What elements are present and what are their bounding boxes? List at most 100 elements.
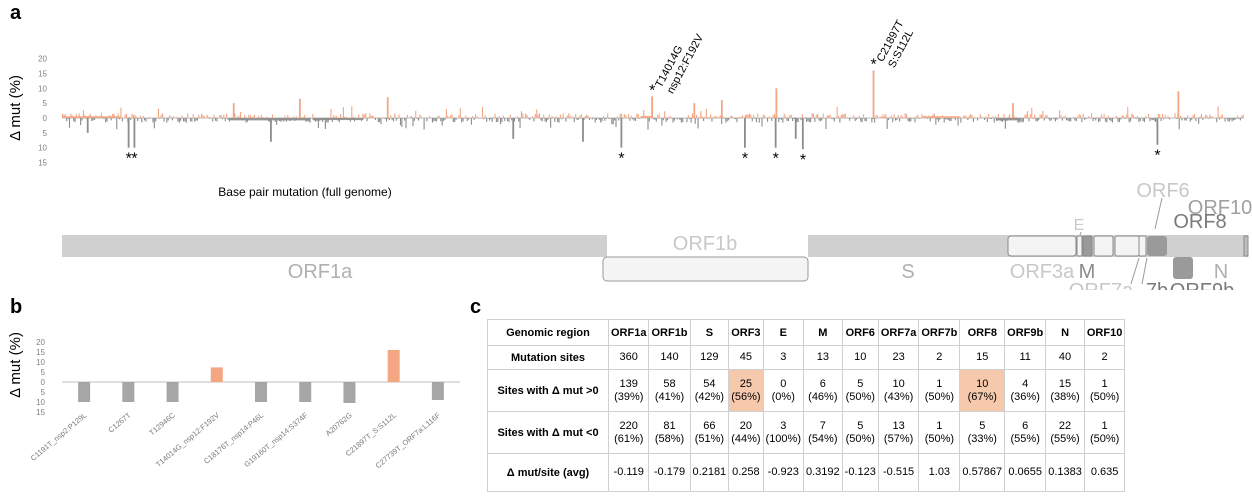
chart-a-bar: [741, 115, 744, 118]
chart-a-bar: [775, 88, 778, 118]
chart-a-bar: [1120, 118, 1122, 120]
chart-a-bar: [836, 106, 838, 118]
chart-a-bar: [541, 118, 543, 122]
chart-a-bar: [819, 118, 821, 122]
chart-a-bar: [431, 118, 433, 123]
chart-a-bar: [1213, 117, 1215, 118]
chart-a-bar: [612, 118, 614, 125]
table-cell-text: 5: [857, 377, 864, 390]
chart-a-bar: [334, 116, 336, 118]
chart-a-bar: [637, 114, 639, 118]
chart-a-bar: [949, 118, 951, 122]
chart-a-bar: [383, 116, 385, 118]
table-header-cell: ORF6: [841, 319, 879, 346]
chart-a-ytick: 15: [38, 69, 47, 78]
chart-b-ytick: 5: [41, 368, 46, 377]
chart-a-bar: [918, 118, 920, 119]
chart-a-bar: [936, 118, 938, 120]
chart-a-bar: [365, 113, 367, 118]
chart-a-bar: [568, 113, 570, 118]
chart-a-bar: [1035, 118, 1037, 122]
chart-a-bar: [468, 118, 470, 120]
chart-a-bar: [187, 113, 189, 118]
chart-b-ytick: 5: [41, 388, 46, 397]
orf-label-orf9b: ORF9b: [1170, 280, 1234, 290]
chart-a-bar: [657, 115, 659, 118]
chart-a-bar: [565, 118, 567, 122]
table-cell-text: 0.3192: [806, 466, 840, 478]
chart-a-bar: [486, 118, 488, 122]
chart-a-bar: [1066, 118, 1068, 121]
chart-a-bar: [1242, 114, 1244, 118]
chart-a-bar: [946, 118, 948, 120]
table-cell: 220 (61%): [607, 411, 650, 454]
chart-a-bar: [767, 118, 769, 122]
chart-a-xlabel: Base pair mutation (full genome): [218, 185, 391, 199]
chart-a-bar: [693, 103, 696, 118]
chart-a-bar: [139, 115, 141, 118]
chart-a-bar: [947, 118, 949, 121]
chart-a-bar: [444, 118, 446, 120]
chart-a-bar: [1164, 114, 1166, 118]
chart-a-bar: [491, 118, 493, 122]
chart-a-bar: [666, 118, 669, 121]
chart-a-bar: [62, 113, 64, 118]
chart-a-bar: [584, 115, 586, 118]
table-cell-text: 139: [619, 377, 638, 390]
chart-a-bar: [783, 113, 785, 118]
chart-a-bar: [676, 118, 678, 120]
chart-a-bar: [1091, 113, 1093, 118]
chart-a-bar: [135, 116, 137, 118]
chart-a-bar: [169, 115, 171, 118]
chart-a-bar: [131, 113, 133, 118]
chart-a-bar: [935, 118, 937, 125]
orf-label-7b: 7b: [1146, 280, 1168, 290]
chart-a-bar: [270, 118, 272, 142]
chart-a-bar: [932, 114, 934, 118]
chart-a-bar: [821, 118, 823, 121]
chart-a-bar: [533, 118, 535, 122]
chart-a-bar: [723, 118, 726, 119]
table-cell-text: 13: [816, 351, 829, 363]
chart-a-bar: [960, 118, 962, 123]
chart-a-bar: [155, 118, 157, 122]
table-cell: 0 (0%): [762, 369, 805, 412]
chart-a-bar: [64, 114, 66, 118]
chart-a-bar: [694, 118, 696, 124]
chart-a-bar: [968, 115, 970, 118]
chart-a-bar: [449, 115, 452, 118]
chart-a-bar: [1230, 118, 1232, 120]
chart-a-asterisk: *: [618, 151, 624, 168]
chart-a-bar: [412, 118, 414, 127]
chart-a-bar: [943, 118, 945, 123]
chart-a-bar: [459, 108, 461, 118]
chart-a-bar: [540, 118, 542, 121]
chart-a-bar: [1118, 118, 1120, 123]
chart-a-bar: [747, 114, 749, 118]
chart-a-bar: [1136, 116, 1139, 118]
table-header-cell: ORF7a: [877, 319, 920, 346]
mutation-summary-table: Genomic region ORF1a ORF1b S ORF3 E M ORF6 ORF7a…: [487, 319, 1126, 492]
chart-a-bar: [790, 114, 792, 118]
table-cell-text: 129: [700, 351, 719, 363]
chart-a-bar: [411, 116, 413, 118]
chart-a-bar: [591, 118, 593, 120]
chart-a-bar: [1064, 115, 1066, 118]
chart-a-bar: [1206, 115, 1208, 118]
chart-a-bar: [1191, 118, 1193, 120]
table-cell: -0.179: [648, 453, 691, 492]
chart-a-bar: [455, 118, 457, 120]
table-cell: 45: [728, 345, 764, 370]
table-cell-text: (42%): [694, 390, 725, 403]
chart-a-bar: [201, 113, 203, 118]
chart-a-bar: [194, 118, 196, 122]
chart-a-bar: [740, 116, 742, 118]
chart-a-bar: [885, 113, 887, 118]
orf-label-orf1b: ORF1b: [673, 233, 737, 255]
genome-leader-line: [1079, 231, 1082, 236]
chart-a-bar: [1200, 114, 1202, 118]
chart-a-bar: [762, 114, 764, 118]
chart-a-bar: [1056, 118, 1058, 120]
chart-a-bar: [1040, 114, 1043, 118]
table-cell-text: 15: [976, 351, 989, 363]
